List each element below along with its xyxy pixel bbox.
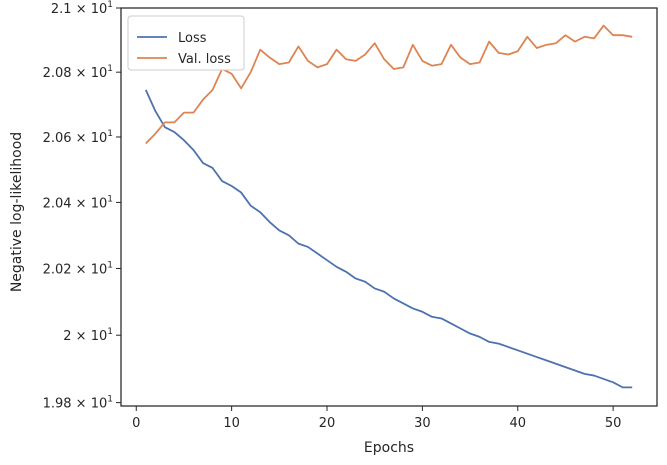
y-axis-label: Negative log-likelihood [9,132,25,292]
series-line-loss [144,89,633,389]
plot-lines [144,24,633,389]
y-tick-label: 1.98 × 101 [43,395,113,412]
series-line-val-loss [145,24,633,145]
legend-label-loss: Loss [178,31,207,46]
legend-label-val-loss: Val. loss [178,52,231,67]
plot-frame [120,7,658,407]
x-tick-label: 30 [414,416,431,431]
y-tick-label: 2.04 × 101 [43,194,113,211]
x-tick-label: 10 [223,416,240,431]
y-tick-label: 2.1 × 101 [51,0,113,17]
y-tick-label: 2.02 × 101 [43,260,113,277]
x-tick-label: 50 [605,416,622,431]
legend-box [127,15,245,71]
x-axis-label: Epochs [364,440,414,456]
x-axis: 0 10 20 30 40 50 [132,406,621,431]
x-tick-label: 20 [319,416,336,431]
y-axis: 1.98 × 101 2 × 101 2.02 × 101 2.04 × 101 2.0… [43,0,121,412]
y-tick-label: 2.06 × 101 [43,129,113,146]
y-tick-label: 2.08 × 101 [43,64,113,81]
legend: Loss Val. loss [127,15,245,71]
y-tick-label: 2 × 101 [63,327,113,344]
x-tick-label: 0 [132,416,140,431]
x-tick-label: 40 [509,416,526,431]
